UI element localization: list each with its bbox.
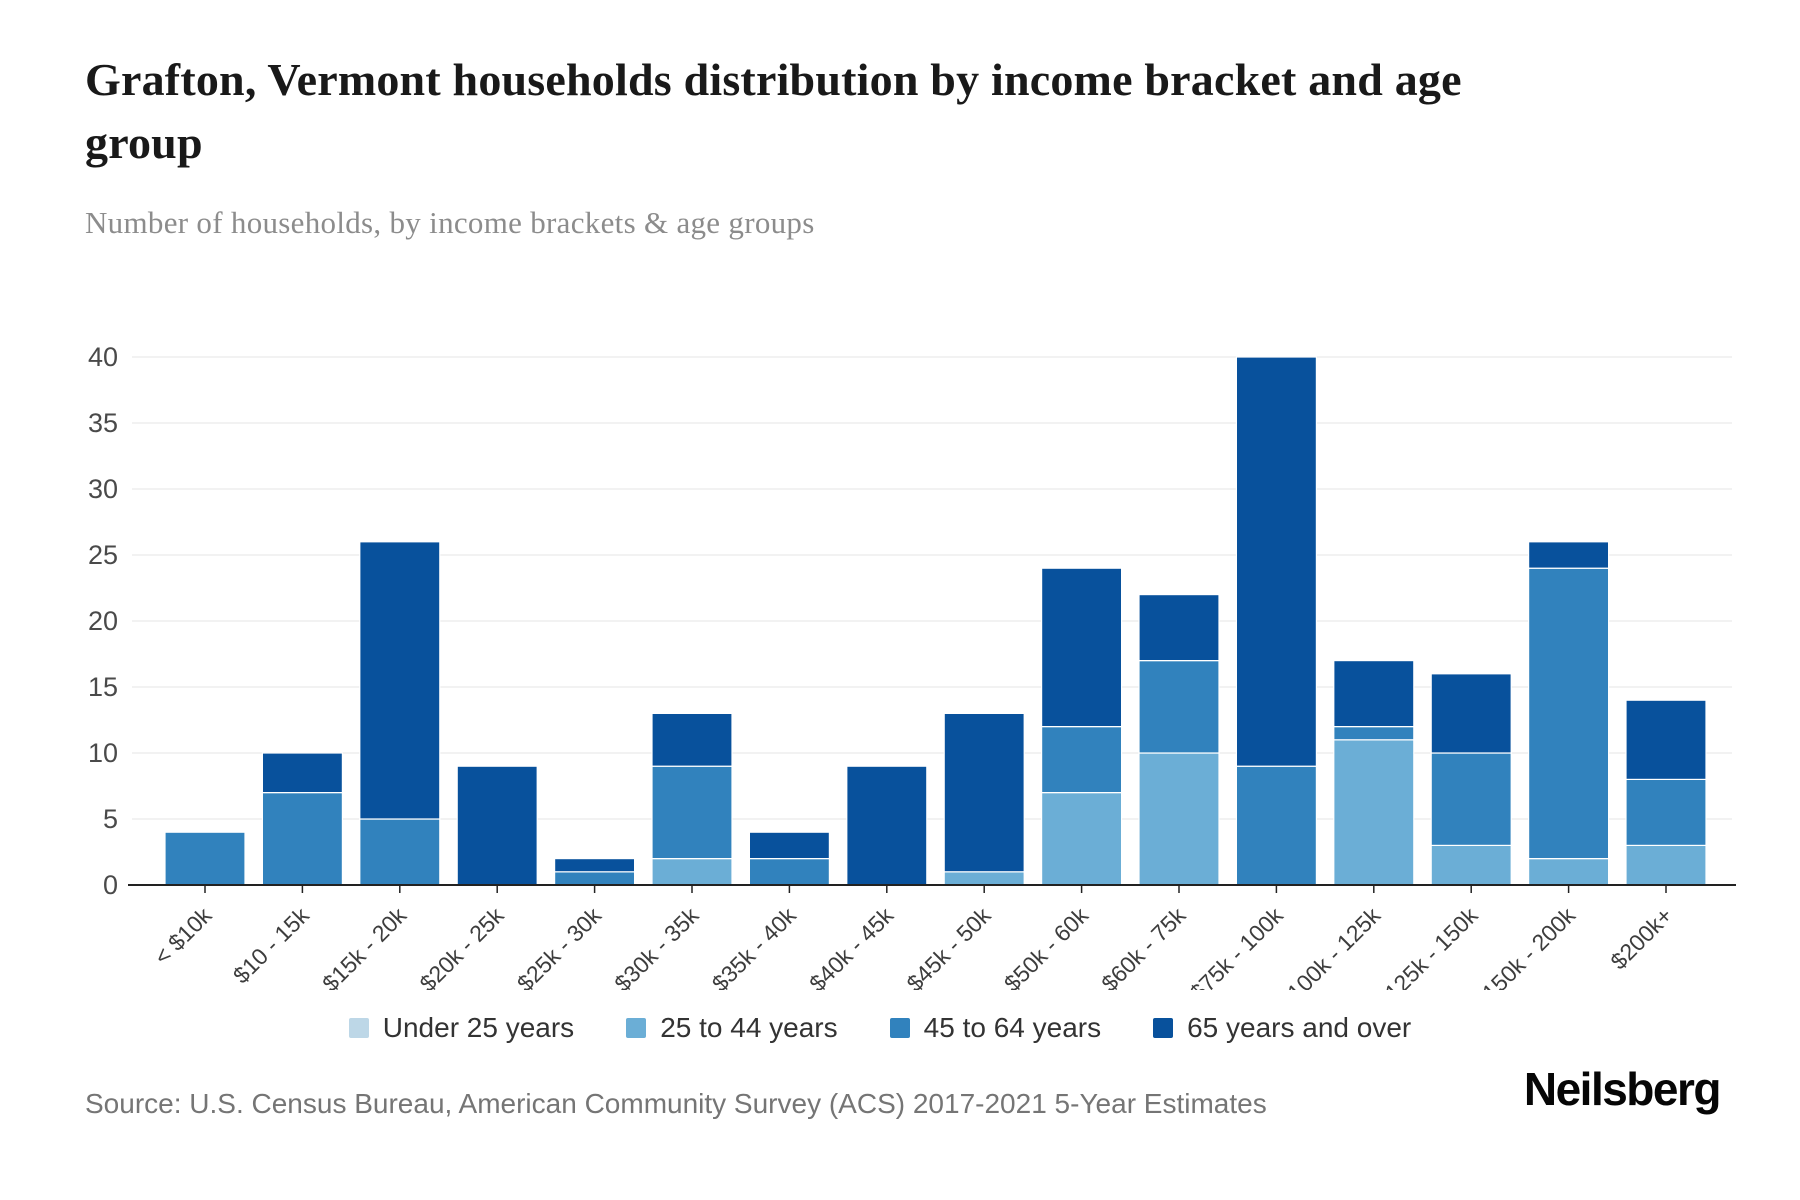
y-axis-tick-label: 25 bbox=[88, 540, 118, 570]
bar-segment[interactable] bbox=[651, 765, 733, 860]
legend-swatch-icon bbox=[1153, 1018, 1174, 1038]
bar-segment[interactable] bbox=[1430, 844, 1512, 886]
bar-segment[interactable] bbox=[1625, 699, 1707, 781]
bar-segment[interactable] bbox=[846, 765, 928, 886]
bar-segment[interactable] bbox=[1527, 567, 1610, 860]
x-axis-category-label: $30k - 35k bbox=[609, 902, 704, 990]
bar-segment[interactable] bbox=[1527, 541, 1610, 569]
legend-item-0[interactable]: Under 25 years bbox=[348, 1012, 575, 1044]
legend-label: 65 years and over bbox=[1187, 1012, 1412, 1043]
y-axis-tick-label: 0 bbox=[103, 870, 118, 900]
bar-segment[interactable] bbox=[1138, 752, 1220, 886]
x-axis-category-label: $15k - 20k bbox=[317, 902, 412, 990]
legend-label: 45 to 64 years bbox=[923, 1012, 1102, 1043]
bar-segment[interactable] bbox=[359, 541, 441, 820]
bar-segment[interactable] bbox=[456, 765, 538, 886]
bar-segment[interactable] bbox=[1430, 752, 1512, 847]
bar-segment[interactable] bbox=[1333, 739, 1415, 886]
x-axis-category-label: < $10k bbox=[149, 902, 217, 970]
chart-title: Grafton, Vermont households distribution… bbox=[85, 54, 1462, 169]
legend-label: Under 25 years bbox=[382, 1012, 575, 1043]
x-axis-category-label: $10 - 15k bbox=[228, 902, 315, 989]
y-axis-tick-label: 40 bbox=[88, 342, 118, 372]
legend-item-2[interactable]: 45 to 64 years bbox=[889, 1012, 1102, 1044]
x-axis-category-label: $125k - 150k bbox=[1370, 902, 1483, 990]
x-axis-category-label: $50k - 60k bbox=[999, 902, 1094, 990]
bar-segment[interactable] bbox=[1625, 778, 1707, 847]
bar-segment[interactable] bbox=[553, 871, 636, 886]
x-axis-category-label: $60k - 75k bbox=[1096, 902, 1191, 990]
bar-segment[interactable] bbox=[748, 857, 831, 886]
legend-label: 25 to 44 years bbox=[660, 1012, 838, 1043]
bar-segment[interactable] bbox=[1235, 356, 1318, 767]
x-axis-category-label: $35k - 40k bbox=[707, 902, 802, 990]
bar-segment[interactable] bbox=[1333, 726, 1415, 741]
chart-legend: Under 25 years 25 to 44 years 45 to 64 yea… bbox=[0, 1012, 1760, 1044]
bar-segment[interactable] bbox=[748, 831, 831, 860]
y-axis-tick-label: 35 bbox=[88, 408, 118, 438]
x-axis-category-label: $100k - 125k bbox=[1273, 902, 1386, 990]
bar-segment[interactable] bbox=[943, 712, 1025, 873]
y-axis-tick-label: 20 bbox=[88, 606, 118, 636]
x-axis-category-label: $20k - 25k bbox=[414, 902, 509, 990]
y-axis-tick-label: 15 bbox=[88, 672, 118, 702]
x-axis-category-label: $40k - 45k bbox=[804, 902, 899, 990]
legend-item-1[interactable]: 25 to 44 years bbox=[626, 1012, 838, 1044]
legend-swatch-icon bbox=[348, 1018, 369, 1038]
legend-item-3[interactable]: 65 years and over bbox=[1153, 1012, 1411, 1044]
bar-segment[interactable] bbox=[1040, 567, 1123, 728]
x-axis-category-label: $200k+ bbox=[1605, 902, 1677, 974]
chart-area: 0 5 10 15 20 25 30 35 40 < $10k $10 - 15k $15k - 20… bbox=[0, 250, 1800, 1015]
x-axis-category-label: $150k - 200k bbox=[1468, 902, 1581, 990]
neilsberg-logo: Neilsberg bbox=[1523, 1063, 1722, 1115]
y-axis-tick-label: 5 bbox=[103, 804, 118, 834]
bar-segment[interactable] bbox=[164, 831, 246, 886]
bar-segment[interactable] bbox=[1625, 844, 1707, 886]
bar-segment[interactable] bbox=[553, 857, 636, 873]
x-axis-category-label: $25k - 30k bbox=[512, 902, 607, 990]
bar-segment[interactable] bbox=[1333, 660, 1415, 728]
bar-segment[interactable] bbox=[1040, 791, 1123, 886]
bar-segment[interactable] bbox=[651, 857, 733, 886]
stacked-bar-chart: 0 5 10 15 20 25 30 35 40 < $10k $10 - 15k $15k - 20… bbox=[88, 342, 1736, 1015]
y-axis-tick-label: 10 bbox=[88, 738, 118, 768]
bar-segment[interactable] bbox=[1138, 660, 1220, 754]
bar-segment[interactable] bbox=[359, 818, 441, 886]
legend-swatch-icon bbox=[626, 1018, 647, 1038]
bar-segment[interactable] bbox=[1527, 857, 1610, 886]
bar-segment[interactable] bbox=[943, 871, 1025, 886]
source-attribution: Source: U.S. Census Bureau, American Com… bbox=[85, 1088, 1267, 1119]
bar-segment[interactable] bbox=[261, 752, 343, 794]
bar-segment[interactable] bbox=[261, 791, 343, 886]
bar-segment[interactable] bbox=[651, 712, 733, 767]
bar-segment[interactable] bbox=[1235, 765, 1318, 886]
x-axis-category-label: $45k - 50k bbox=[901, 902, 996, 990]
legend-swatch-icon bbox=[889, 1018, 910, 1038]
y-axis-tick-label: 30 bbox=[88, 474, 118, 504]
x-axis-category-label: $75k - 100k bbox=[1185, 902, 1289, 990]
bar-segment[interactable] bbox=[1040, 726, 1123, 794]
chart-subtitle: Number of households, by income brackets… bbox=[85, 205, 815, 240]
bar-segment[interactable] bbox=[1138, 594, 1220, 662]
bar-segment[interactable] bbox=[1430, 673, 1512, 754]
